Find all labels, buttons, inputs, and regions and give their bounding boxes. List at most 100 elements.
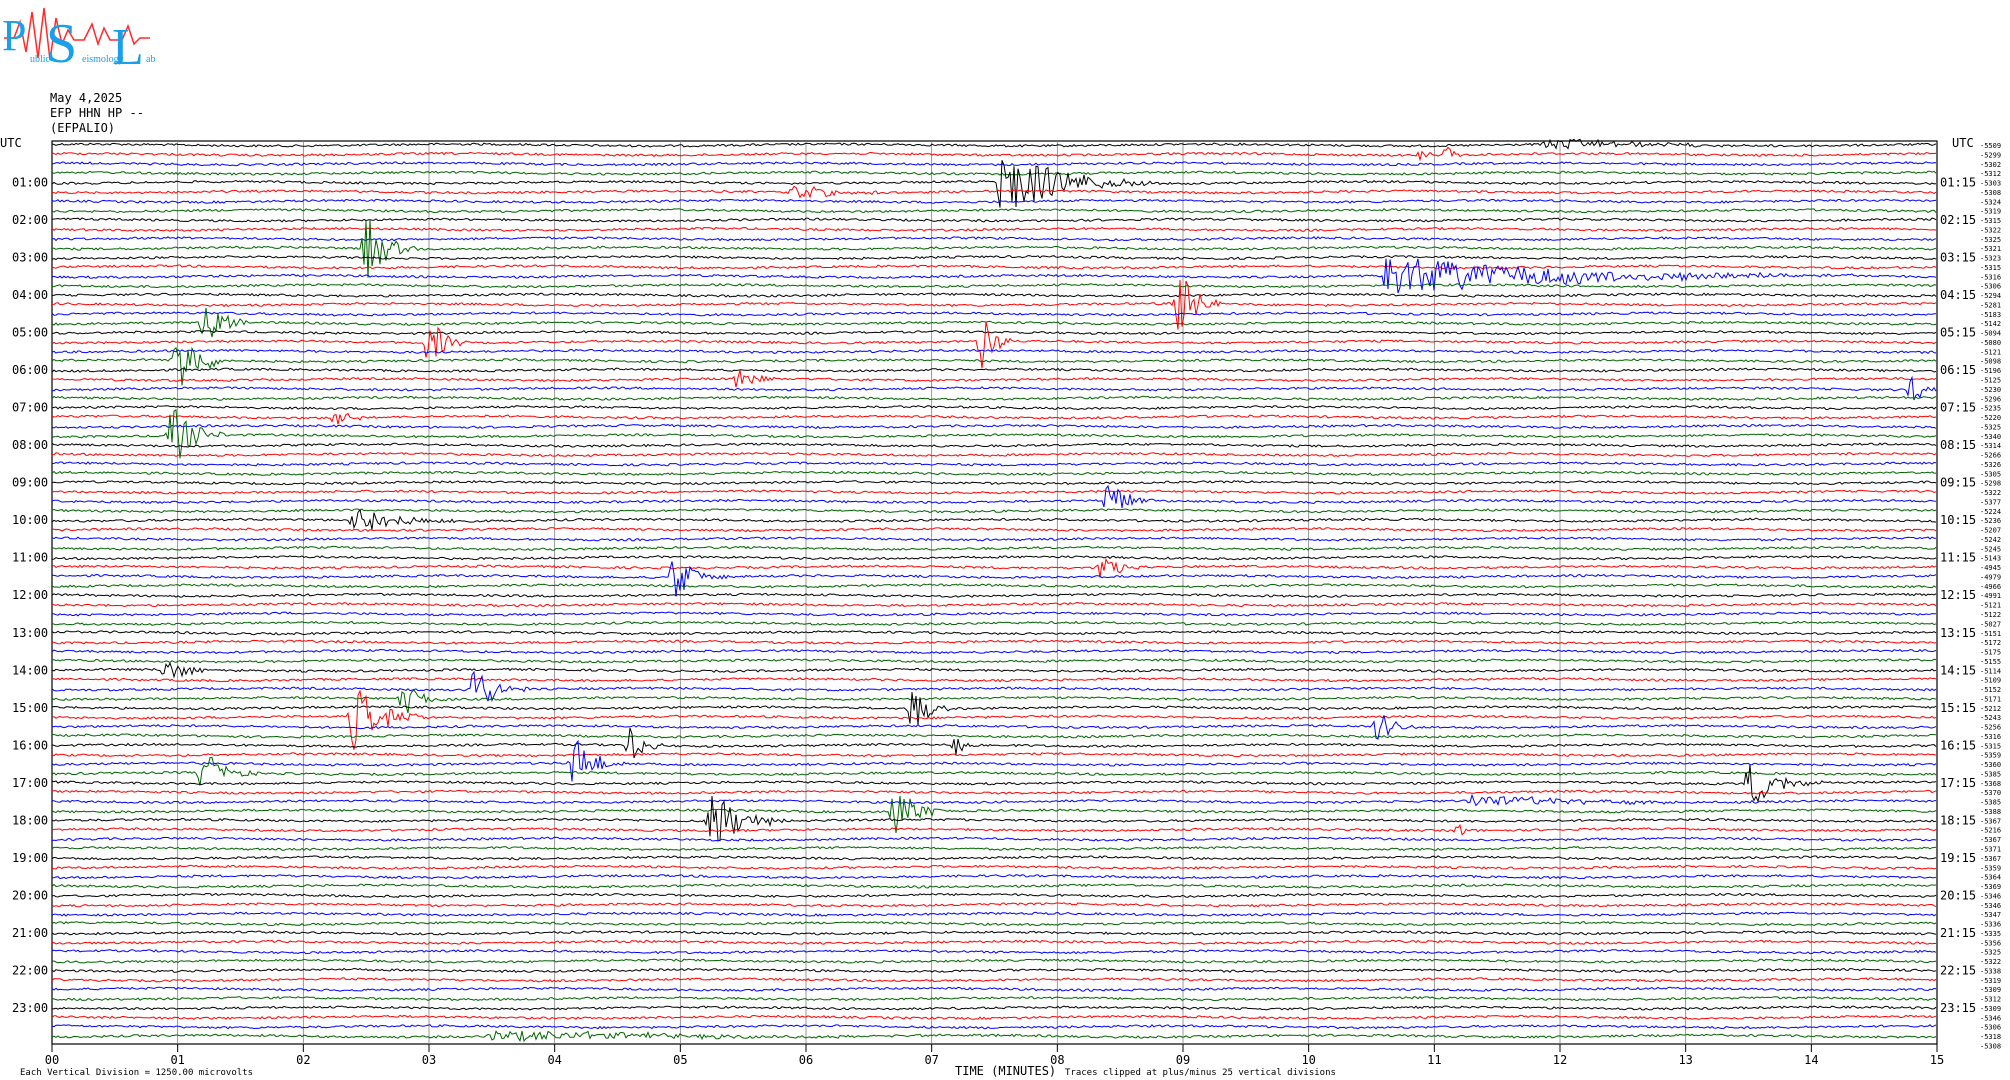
row-offset-label: -5315: [1980, 264, 2001, 272]
row-offset-label: -5319: [1980, 208, 2001, 216]
trace-row: [51, 630, 1937, 636]
right-hour-label: 10:15: [1940, 513, 1976, 527]
right-hour-label: 19:15: [1940, 851, 1976, 865]
right-utc-title: UTC: [1952, 136, 1974, 150]
trace-row: [51, 795, 1937, 842]
grid-lines: [177, 141, 1812, 1044]
trace-row: [51, 561, 1937, 597]
trace-row: [51, 170, 1937, 176]
row-offset-label: -5388: [1980, 808, 2001, 816]
row-offset-label: -5109: [1980, 677, 2001, 685]
left-hour-label: 13:00: [12, 626, 48, 640]
right-hour-labels: 01:15 02:15 03:15 04:15 05:15 06:15 07:15 08:15…: [1940, 176, 1976, 1015]
minute-ticks: 00 01 02 03 04 05 06 07 08 09 10 11 12 13 14 15: [45, 1044, 1944, 1067]
logo: P S L ublic eismology ab: [2, 7, 155, 76]
trace-row: [51, 733, 1937, 739]
trace-row: [51, 329, 1937, 336]
right-hour-label: 03:15: [1940, 251, 1976, 265]
row-offset-label: -5306: [1980, 1024, 2001, 1032]
trace-row: [51, 727, 1937, 759]
right-hour-label: 22:15: [1940, 963, 1976, 977]
row-offset-label: -5385: [1980, 799, 2001, 807]
row-offset-label: -5309: [1980, 1005, 2001, 1013]
row-offset-label: -5299: [1980, 151, 2001, 159]
row-offset-label: -5367: [1980, 855, 2001, 863]
left-hour-label: 12:00: [12, 588, 48, 602]
left-hour-label: 11:00: [12, 551, 48, 565]
row-offset-label: -5298: [1980, 480, 2001, 488]
trace-row: [51, 367, 1937, 373]
row-offset-label: -5316: [1980, 733, 2001, 741]
trace-row: [51, 405, 1937, 411]
minute-tick-label: 06: [799, 1053, 813, 1067]
minute-tick-label: 07: [924, 1053, 938, 1067]
left-hour-label: 21:00: [12, 926, 48, 940]
row-offset-label: -5347: [1980, 911, 2001, 919]
left-hour-label: 16:00: [12, 738, 48, 752]
row-offset-label: -5236: [1980, 517, 2001, 525]
trace-row: [51, 592, 1937, 598]
right-hour-label: 14:15: [1940, 663, 1976, 677]
trace-row: [51, 423, 1937, 429]
trace-row: [51, 911, 1937, 917]
row-offset-label: -5094: [1980, 330, 2001, 338]
logo-word-seismology: eismology: [82, 54, 124, 65]
trace-row: [51, 958, 1937, 964]
trace-row: [51, 375, 1937, 401]
row-offset-label: -5245: [1980, 545, 2001, 553]
minute-tick-label: 14: [1804, 1053, 1818, 1067]
left-hour-labels: 01:00 02:00 03:00 04:00 05:00 06:00 07:00 08:00…: [12, 176, 48, 1015]
minute-tick-label: 13: [1678, 1053, 1692, 1067]
row-offset-label: -5356: [1980, 939, 2001, 947]
trace-row: [51, 949, 1937, 955]
clip-note: Traces clipped at plus/minus 25 vertical…: [1065, 1068, 1336, 1078]
left-hour-label: 05:00: [12, 326, 48, 340]
row-offset-label: -5335: [1980, 930, 2001, 938]
minute-tick-label: 00: [45, 1053, 59, 1067]
row-offset-label: -5322: [1980, 958, 2001, 966]
row-offset-label: -5114: [1980, 667, 2001, 675]
left-hour-label: 03:00: [12, 251, 48, 265]
trace-row: [51, 258, 1937, 294]
row-offset-label: -5323: [1980, 255, 2001, 263]
trace-row: [51, 661, 1937, 679]
trace-row: [52, 283, 1937, 289]
trace-row: [51, 226, 1937, 233]
row-offset-label: -5319: [1980, 977, 2001, 985]
row-offset-label: -5171: [1980, 695, 2001, 703]
left-hour-label: 10:00: [12, 513, 48, 527]
trace-row: [51, 412, 1937, 425]
row-offset-label: -5098: [1980, 358, 2001, 366]
trace-row: [51, 138, 1937, 150]
trace-row: [51, 845, 1937, 852]
row-offset-label: -5220: [1980, 414, 2001, 422]
division-note: Each Vertical Division = 1250.00 microvo…: [20, 1068, 253, 1078]
row-offset-label: -5256: [1980, 724, 2001, 732]
row-offset-label: -5196: [1980, 367, 2001, 375]
x-axis-label: TIME (MINUTES): [955, 1064, 1056, 1078]
trace-row: [51, 198, 1937, 204]
trace-row: [51, 789, 1937, 795]
trace-row: [51, 756, 1937, 786]
trace-row: [51, 855, 1937, 861]
row-offset-label: -5385: [1980, 770, 2001, 778]
left-hour-label: 22:00: [12, 963, 48, 977]
trace-row: [51, 902, 1937, 908]
row-offset-label: -5359: [1980, 864, 2001, 872]
trace-row: [51, 892, 1937, 898]
left-hour-label: 14:00: [12, 663, 48, 677]
row-offset-label: -5370: [1980, 789, 2001, 797]
minute-tick-label: 01: [170, 1053, 184, 1067]
trace-row: [51, 977, 1937, 983]
trace-row: [51, 715, 1937, 740]
trace-row: [52, 292, 1937, 298]
trace-row: [51, 864, 1937, 870]
row-offset-label: -5321: [1980, 245, 2001, 253]
trace-row: [51, 1030, 1937, 1043]
trace-row: [51, 255, 1937, 261]
trace-row: [51, 691, 1937, 726]
trace-row: [51, 836, 1937, 842]
trace-row: [51, 611, 1937, 617]
row-offset-label: -5312: [1980, 996, 2001, 1004]
